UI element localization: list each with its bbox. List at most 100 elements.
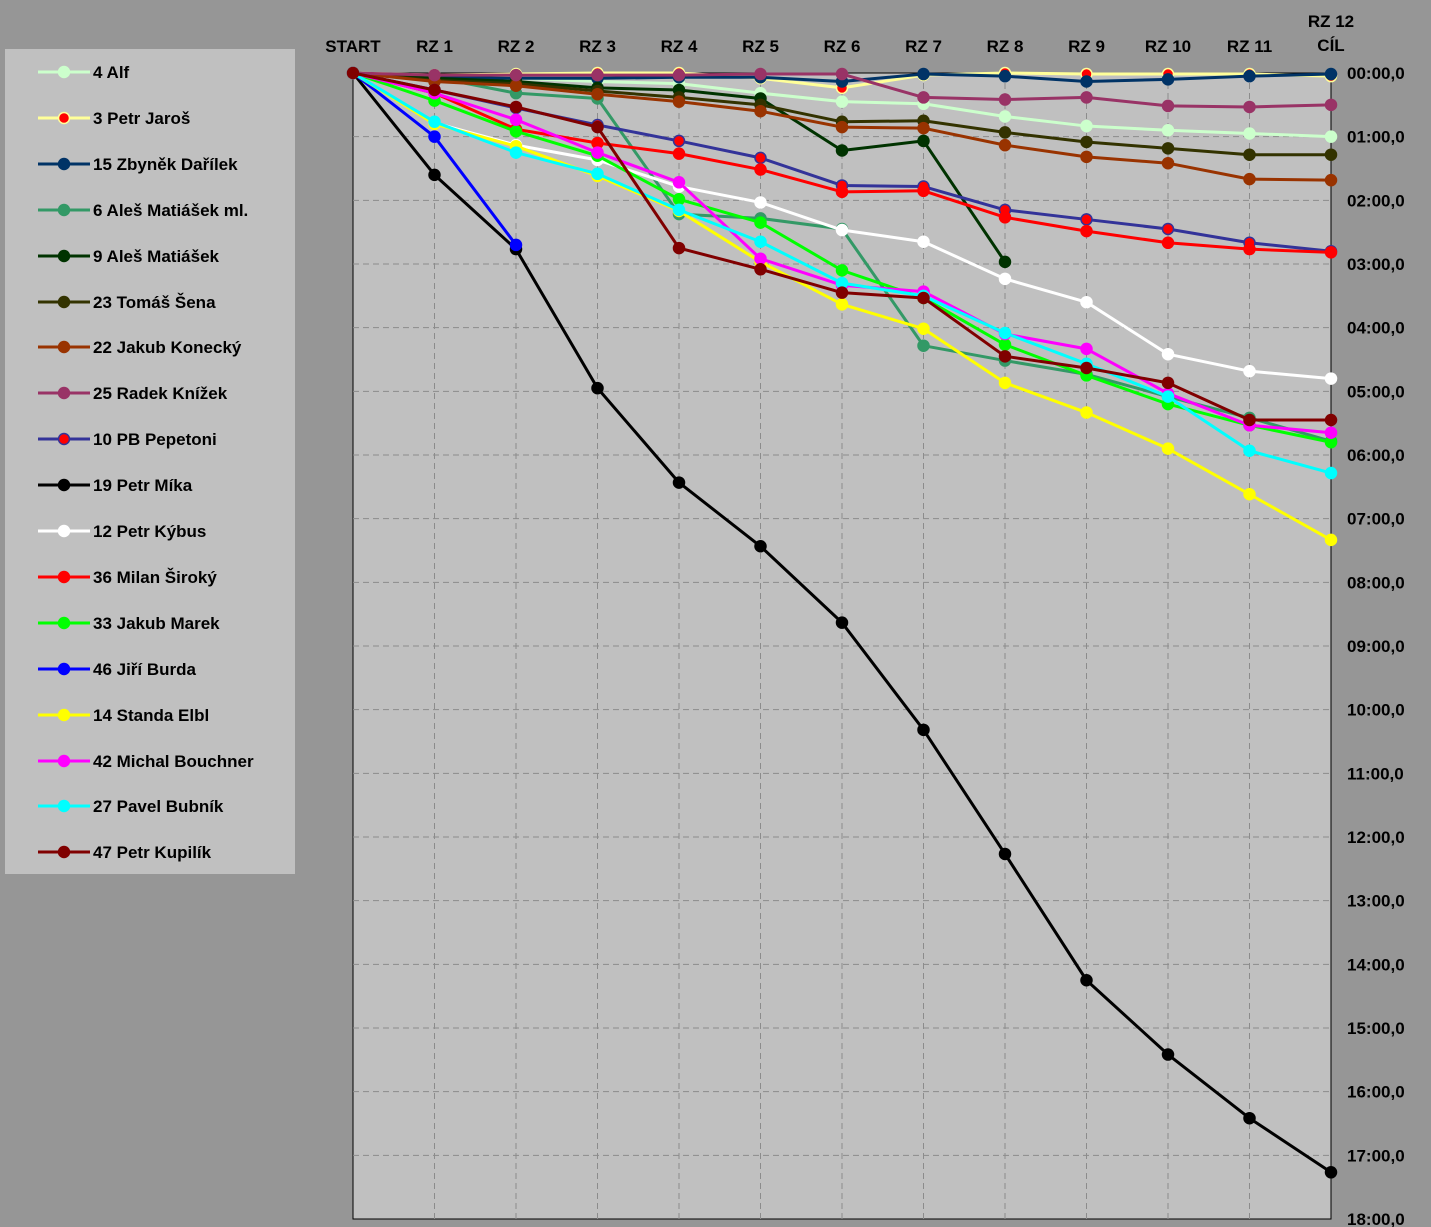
data-point — [1080, 361, 1093, 375]
data-point — [1161, 142, 1175, 155]
data-point — [672, 147, 686, 160]
y-tick-label: 00:00,0 — [1347, 64, 1405, 83]
y-tick-label: 13:00,0 — [1347, 892, 1405, 911]
data-point — [1324, 1166, 1338, 1179]
legend-marker — [38, 800, 90, 813]
data-point — [835, 298, 849, 311]
data-point — [509, 238, 523, 252]
data-point — [998, 126, 1012, 139]
data-point — [672, 134, 686, 148]
data-point — [917, 121, 930, 135]
data-point — [1161, 124, 1175, 137]
data-point — [917, 322, 930, 335]
legend-item: 3 Petr Jaroš — [5, 108, 295, 128]
data-point — [346, 66, 360, 80]
legend-marker — [38, 387, 90, 400]
legend-label: 3 Petr Jaroš — [93, 108, 191, 128]
legend-item: 6 Aleš Matiášek ml. — [5, 200, 295, 220]
legend-marker — [38, 754, 90, 767]
y-tick-label: 18:00,0 — [1347, 1210, 1405, 1227]
data-point — [428, 115, 441, 129]
data-point — [1080, 119, 1093, 133]
y-tick-label: 01:00,0 — [1347, 128, 1405, 147]
data-point — [1161, 99, 1175, 113]
data-point — [917, 134, 930, 148]
data-point — [1161, 1048, 1175, 1061]
data-point — [1243, 69, 1256, 83]
data-point — [1161, 73, 1175, 86]
data-point — [1324, 148, 1338, 161]
data-point — [1080, 224, 1093, 238]
legend-marker — [38, 203, 90, 216]
y-tick-label: 16:00,0 — [1347, 1083, 1405, 1102]
y-tick-label: 02:00,0 — [1347, 191, 1405, 210]
data-point — [754, 67, 767, 81]
series-lines — [346, 66, 1338, 1179]
legend-label: 15 Zbyněk Dařílek — [93, 154, 238, 174]
legend-marker — [38, 524, 90, 538]
x-tick-label: RZ 2 — [498, 37, 535, 56]
data-point — [754, 263, 767, 276]
data-point — [917, 235, 930, 248]
y-tick-label: 10:00,0 — [1347, 701, 1405, 720]
data-point — [835, 95, 849, 108]
legend-label: 33 Jakub Marek — [93, 613, 220, 633]
data-point — [998, 326, 1012, 340]
gridlines — [353, 73, 1331, 1219]
y-tick-label: 05:00,0 — [1347, 382, 1405, 401]
data-point — [509, 146, 523, 159]
x-tick-label: RZ 6 — [824, 37, 861, 56]
data-point — [998, 338, 1012, 351]
legend-item: 4 Alf — [5, 62, 295, 82]
legend-item: 12 Petr Kýbus — [5, 521, 295, 541]
data-point — [1243, 444, 1256, 458]
legend-label: 46 Jiří Burda — [93, 659, 196, 679]
x-tick-label: RZ 5 — [742, 37, 779, 56]
legend-marker — [38, 478, 90, 492]
y-axis-labels: 00:00,0 01:00,0 02:00,0 03:00,0 04:00,0 05:00… — [1347, 64, 1405, 1227]
data-point — [998, 69, 1012, 83]
data-point — [754, 104, 767, 118]
legend-item: 46 Jiří Burda — [5, 659, 295, 679]
x-tick-label: RZ 8 — [987, 37, 1024, 56]
data-point — [591, 381, 604, 395]
data-point — [1243, 1111, 1256, 1125]
data-point — [1080, 135, 1093, 149]
data-point — [509, 100, 523, 114]
data-point — [672, 95, 686, 108]
data-point — [754, 540, 767, 553]
data-point — [1324, 98, 1338, 112]
data-point — [1080, 75, 1093, 88]
legend-label: 6 Aleš Matiášek ml. — [93, 200, 249, 220]
legend-label: 14 Standa Elbl — [93, 705, 210, 725]
legend-item: 22 Jakub Konecký — [5, 337, 295, 357]
data-point — [1324, 246, 1338, 259]
data-point — [917, 723, 930, 737]
data-point — [1080, 406, 1093, 419]
data-point — [835, 286, 849, 299]
legend-label: 10 PB Pepetoni — [93, 430, 217, 450]
data-point — [835, 616, 849, 629]
data-point — [672, 176, 686, 189]
y-tick-label: 07:00,0 — [1347, 510, 1405, 529]
legend-marker — [38, 846, 90, 859]
data-point — [591, 167, 604, 181]
x-tick-label: RZ 10 — [1145, 37, 1191, 56]
data-point — [1161, 390, 1175, 403]
data-point — [998, 93, 1012, 106]
data-point — [1324, 372, 1338, 385]
data-point — [998, 138, 1012, 152]
legend-item: 10 PB Pepetoni — [5, 429, 295, 449]
y-tick-label: 17:00,0 — [1347, 1146, 1405, 1165]
legend-item: 23 Tomáš Šena — [5, 292, 295, 312]
data-point — [1243, 172, 1256, 186]
data-point — [1080, 974, 1093, 987]
legend-label: 47 Petr Kupilík — [93, 843, 212, 863]
data-point — [835, 67, 849, 81]
y-tick-label: 12:00,0 — [1347, 828, 1405, 847]
legend-item: 15 Zbyněk Dařílek — [5, 154, 295, 174]
y-tick-label: 11:00,0 — [1347, 764, 1404, 783]
data-point — [591, 146, 604, 159]
data-point — [998, 255, 1012, 269]
data-point — [1243, 242, 1256, 256]
